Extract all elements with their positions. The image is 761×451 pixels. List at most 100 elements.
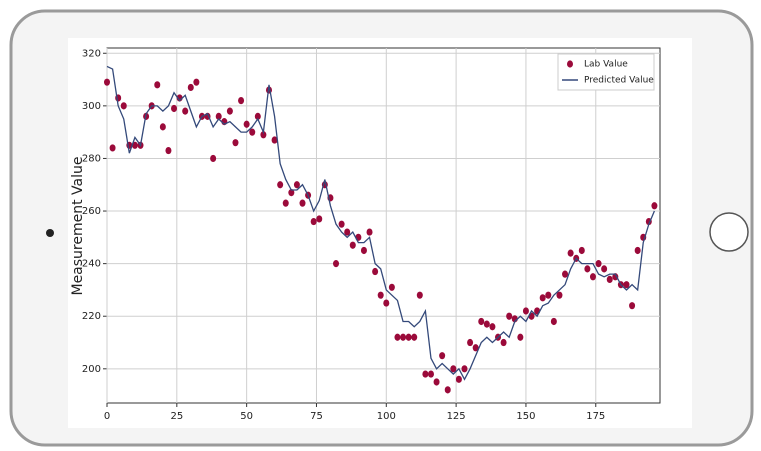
lab-point bbox=[372, 267, 379, 276]
lab-point bbox=[109, 144, 116, 152]
lab-point bbox=[293, 181, 300, 189]
x-tick-label: 75 bbox=[310, 411, 323, 422]
lab-point bbox=[254, 112, 261, 120]
lab-point bbox=[562, 270, 569, 278]
lab-point bbox=[159, 123, 166, 131]
lab-point bbox=[461, 365, 468, 373]
lab-point bbox=[171, 104, 178, 113]
lab-point bbox=[388, 283, 395, 291]
lab-point bbox=[193, 78, 200, 86]
x-tick-label: 100 bbox=[377, 411, 396, 422]
lab-point bbox=[450, 365, 457, 373]
x-tick-label: 125 bbox=[447, 411, 466, 422]
lab-point bbox=[427, 370, 434, 378]
lab-point bbox=[288, 189, 295, 197]
lab-point bbox=[444, 386, 451, 394]
x-tick-label: 25 bbox=[170, 411, 183, 422]
lab-point bbox=[439, 352, 446, 360]
lab-point bbox=[623, 281, 630, 289]
lab-point bbox=[517, 333, 524, 341]
x-tick-label: 50 bbox=[240, 411, 253, 422]
lab-point bbox=[405, 333, 412, 341]
x-tick-label: 175 bbox=[586, 411, 605, 422]
y-tick-label: 200 bbox=[82, 364, 101, 375]
lab-point bbox=[467, 338, 474, 347]
lab-point bbox=[344, 228, 351, 236]
plot-area bbox=[106, 47, 661, 404]
lab-point bbox=[349, 241, 356, 249]
lab-point bbox=[104, 78, 110, 86]
legend-label: Predicted Value bbox=[584, 76, 654, 86]
lab-point bbox=[433, 378, 440, 386]
y-tick-label: 280 bbox=[82, 153, 101, 164]
lab-point bbox=[333, 260, 340, 268]
lab-point bbox=[366, 228, 373, 236]
lab-point bbox=[260, 131, 267, 139]
lab-point bbox=[584, 265, 591, 273]
lab-point bbox=[651, 202, 658, 210]
lab-point bbox=[416, 291, 423, 299]
lab-point bbox=[299, 199, 306, 207]
lab-point bbox=[455, 375, 462, 383]
camera bbox=[46, 229, 54, 237]
lab-point bbox=[422, 370, 429, 378]
lab-point bbox=[360, 246, 367, 255]
lab-point bbox=[215, 112, 222, 120]
lab-point bbox=[483, 320, 490, 328]
y-tick-label: 320 bbox=[82, 48, 101, 59]
lab-point bbox=[556, 291, 563, 299]
y-tick-label: 300 bbox=[82, 101, 101, 112]
lab-point bbox=[243, 120, 250, 128]
lab-point bbox=[545, 291, 552, 299]
lab-point bbox=[377, 291, 384, 299]
y-tick-label: 260 bbox=[82, 206, 101, 217]
lab-point bbox=[411, 333, 418, 341]
legend-box bbox=[557, 53, 655, 91]
lab-point bbox=[634, 246, 641, 255]
lab-point bbox=[120, 102, 127, 110]
home-button bbox=[709, 212, 749, 252]
y-axis-label: Measurement Value bbox=[70, 156, 86, 295]
legend-marker bbox=[567, 60, 573, 68]
lab-point bbox=[489, 323, 496, 331]
lab-point bbox=[271, 136, 278, 144]
lab-point bbox=[182, 107, 189, 115]
lab-point bbox=[606, 275, 613, 284]
lab-point bbox=[539, 294, 546, 302]
predicted-line bbox=[106, 65, 656, 381]
lab-point bbox=[601, 265, 608, 273]
lab-point bbox=[383, 299, 390, 307]
lab-point bbox=[612, 273, 619, 281]
lab-point bbox=[310, 217, 317, 226]
lab-point bbox=[316, 215, 323, 223]
lab-point bbox=[165, 146, 172, 155]
lab-point bbox=[472, 344, 479, 352]
legend-label: Lab Value bbox=[584, 60, 628, 70]
lab-point bbox=[478, 317, 485, 326]
lab-point bbox=[550, 317, 557, 326]
lab-point bbox=[210, 154, 217, 163]
lab-point bbox=[282, 199, 289, 207]
y-tick-label: 220 bbox=[82, 311, 101, 322]
lab-point bbox=[394, 333, 401, 341]
lab-point bbox=[506, 312, 513, 320]
lab-point bbox=[578, 246, 585, 255]
lab-point bbox=[595, 260, 602, 268]
x-tick-label: 150 bbox=[516, 411, 535, 422]
lab-point bbox=[522, 307, 529, 315]
lab-point bbox=[238, 96, 245, 105]
lab-point bbox=[567, 249, 574, 257]
lab-point bbox=[629, 302, 636, 310]
lab-point bbox=[226, 107, 233, 115]
lab-point bbox=[500, 338, 507, 347]
x-tick-label: 0 bbox=[104, 411, 110, 422]
lab-point bbox=[232, 139, 239, 147]
lab-point bbox=[338, 220, 345, 228]
lab-point bbox=[277, 181, 284, 189]
lab-point bbox=[589, 273, 596, 281]
y-tick-label: 240 bbox=[82, 259, 101, 270]
lab-point bbox=[249, 128, 256, 136]
lab-point bbox=[154, 81, 161, 89]
lab-point bbox=[400, 333, 407, 341]
